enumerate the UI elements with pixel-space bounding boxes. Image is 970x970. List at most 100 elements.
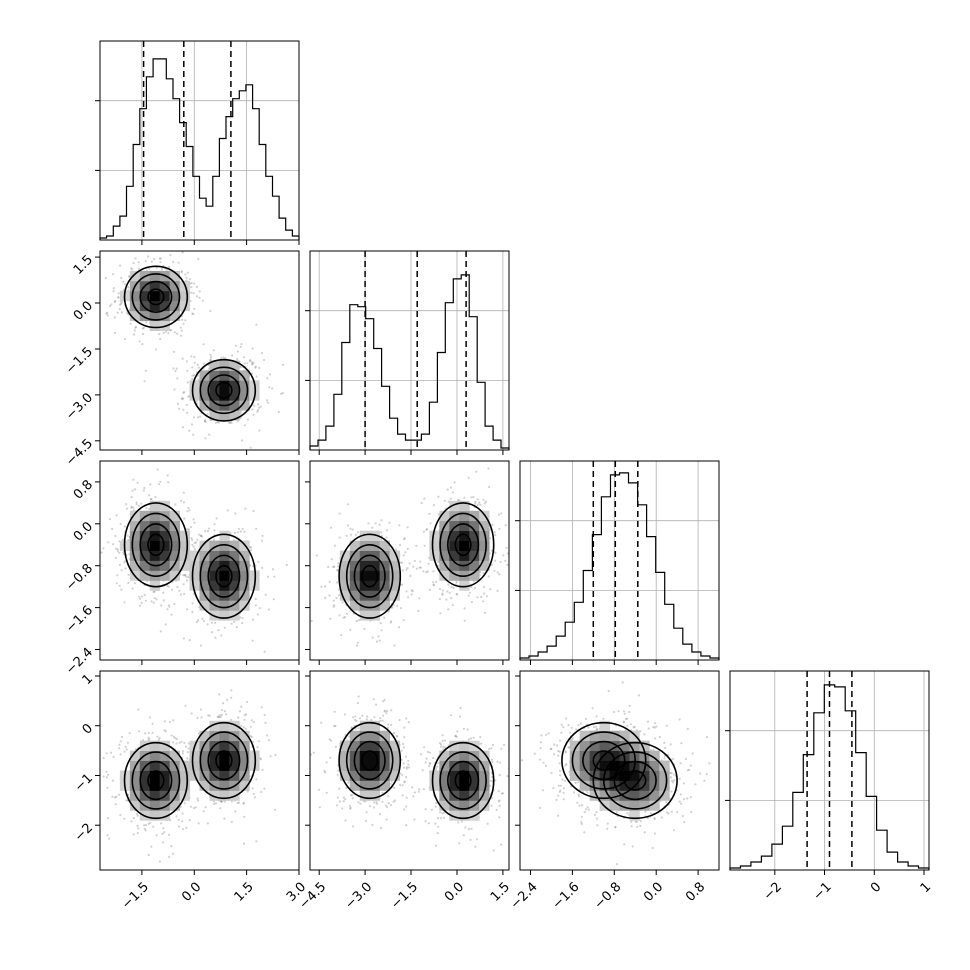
scatter-point <box>182 391 185 394</box>
scatter-point <box>250 719 253 722</box>
density-cell <box>169 750 180 761</box>
scatter-point <box>415 544 418 548</box>
scatter-point <box>386 806 389 809</box>
scatter-point <box>399 783 402 787</box>
density-cell <box>149 740 161 751</box>
density-cell <box>209 570 220 581</box>
scatter-point <box>497 790 500 793</box>
scatter-point <box>436 765 439 768</box>
scatter-point <box>134 326 137 329</box>
density-cell <box>179 550 190 561</box>
density-cell <box>129 310 141 322</box>
scatter-point <box>455 580 458 584</box>
scatter-point <box>263 787 266 790</box>
density-cell <box>339 550 351 561</box>
scatter-point <box>489 588 492 591</box>
scatter-point <box>375 640 379 643</box>
density-cell <box>189 760 200 771</box>
scatter-point <box>347 600 350 603</box>
scatter-point <box>126 312 129 315</box>
scatter-point <box>214 621 217 625</box>
scatter-point <box>184 273 187 276</box>
density-cell <box>439 760 450 771</box>
scatter-point <box>100 551 103 554</box>
density-cell <box>449 540 460 551</box>
scatter-point <box>150 845 153 848</box>
density-cell <box>229 770 240 781</box>
scatter-point <box>251 618 255 621</box>
scatter-point <box>120 588 123 591</box>
scatter-point <box>195 541 198 544</box>
scatter-point <box>336 568 339 572</box>
density-cell <box>449 500 460 512</box>
scatter-point <box>251 639 254 642</box>
scatter-point <box>114 534 117 538</box>
scatter-point <box>344 819 347 822</box>
density-cell <box>159 280 171 292</box>
scatter-point <box>474 586 477 590</box>
density-cell <box>469 540 480 551</box>
scatter-point <box>192 416 196 419</box>
scatter-point <box>455 593 459 596</box>
scatter-point <box>187 576 190 579</box>
density-cell <box>379 540 390 551</box>
contour-0-0 <box>123 265 189 329</box>
scatter-point <box>113 300 117 303</box>
scatter-point <box>443 499 446 502</box>
contour-1-1 <box>345 731 394 790</box>
scatter-point <box>185 276 188 279</box>
scatter-point <box>241 527 244 531</box>
scatter-point <box>143 824 146 827</box>
density-cell <box>439 530 450 541</box>
scatter-point <box>193 521 196 524</box>
scatter-point <box>158 736 161 740</box>
density-cell <box>369 740 381 751</box>
scatter-point <box>472 496 475 499</box>
scatter-point <box>441 734 444 737</box>
scatter-point <box>441 739 444 743</box>
scatter-point <box>235 626 238 629</box>
scatter-point <box>392 800 395 803</box>
scatter-point <box>418 597 421 600</box>
scatter-point <box>250 361 253 364</box>
scatter-point <box>389 782 392 786</box>
scatter-point <box>135 812 139 816</box>
scatter-point <box>230 820 233 824</box>
density-cell <box>229 750 240 761</box>
density-cell <box>239 380 250 391</box>
scatter-point <box>345 534 348 538</box>
scatter-point <box>402 554 405 557</box>
scatter-point <box>407 596 410 599</box>
scatter-point <box>148 716 152 719</box>
scatter-point <box>350 726 353 729</box>
scatter-point <box>450 585 453 588</box>
contour-1-3 <box>361 750 379 771</box>
density-cell <box>219 750 230 761</box>
scatter-point <box>250 549 253 552</box>
scatter-point <box>335 804 339 807</box>
scatter-point <box>180 270 183 273</box>
scatter-point <box>238 710 241 713</box>
scatter-point <box>434 805 437 808</box>
density-cell <box>149 580 161 591</box>
scatter-point <box>407 763 410 766</box>
scatter-point <box>105 776 108 779</box>
scatter-point <box>525 771 527 773</box>
scatter-point <box>400 561 403 564</box>
scatter-point <box>218 693 221 696</box>
scatter-point <box>119 753 122 756</box>
density-cell <box>339 740 351 751</box>
scatter-point <box>120 301 123 304</box>
scatter-point <box>158 333 161 336</box>
scatter-point <box>504 559 507 562</box>
density-cell <box>459 770 470 781</box>
scatter-point <box>147 853 150 857</box>
scatter-point <box>490 804 493 807</box>
density-cell <box>219 380 230 391</box>
scatter-point <box>372 806 376 809</box>
scatter-point <box>105 752 108 755</box>
density-cell <box>459 530 470 541</box>
scatter-point <box>341 807 344 810</box>
density-cell <box>349 580 361 591</box>
scatter-point <box>174 369 177 372</box>
